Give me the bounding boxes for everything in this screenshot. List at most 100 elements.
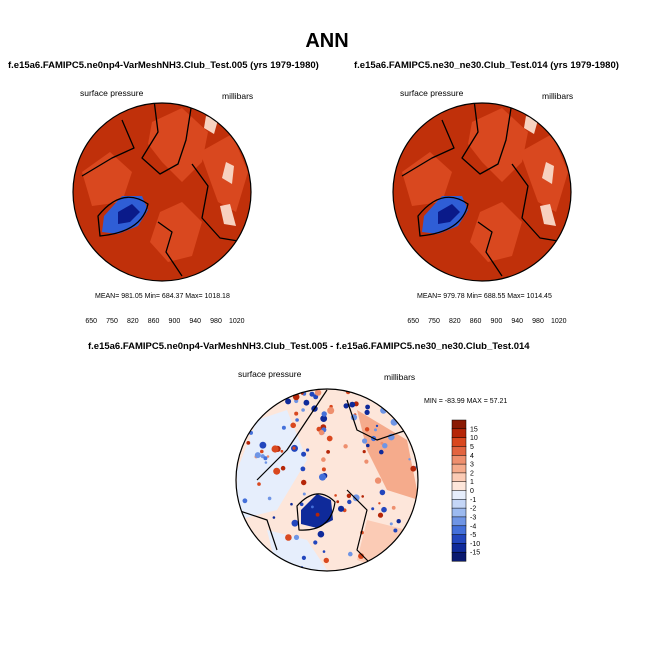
diff-field-patch	[357, 520, 407, 570]
map-field-patch	[402, 152, 452, 206]
colorbar-tick-label: 2	[470, 470, 474, 477]
colorbar-swatch	[451, 490, 467, 500]
diff-speckle	[327, 407, 335, 415]
map-field-patch	[220, 204, 236, 226]
colorbar-tick-label: 10	[470, 435, 478, 442]
diff-speckle	[320, 415, 328, 422]
diff-speckle	[314, 389, 322, 396]
diff-speckle	[311, 505, 314, 509]
panel3-stats: MIN = -83.99 MAX = 57.21	[424, 398, 508, 405]
diff-speckle	[374, 477, 382, 484]
diff-speckle	[336, 500, 340, 504]
map-border	[392, 102, 572, 282]
coastline	[346, 399, 408, 441]
diff-speckle	[382, 443, 388, 449]
map-field-patch	[150, 202, 202, 262]
map-field-patch	[470, 202, 522, 262]
diff-speckle	[313, 540, 318, 545]
page-title: ANN	[305, 30, 349, 52]
diff-speckle	[364, 459, 369, 464]
panel1-title: f.e15a6.FAMIPC5.ne0np4-VarMeshNH3.Club_T…	[8, 60, 319, 71]
colorbar-swatch	[451, 463, 467, 474]
colorbar-tick-label: -10	[470, 541, 480, 548]
diff-speckle	[321, 457, 326, 462]
diff-speckle	[366, 443, 370, 448]
coastline	[236, 509, 278, 551]
colorbar-tick-label: 860	[148, 318, 160, 325]
panel2-units: millibars	[542, 91, 574, 101]
polar-map-2	[392, 102, 572, 282]
diff-speckle	[294, 411, 299, 416]
diff-speckle	[301, 451, 307, 457]
diff-speckle	[285, 534, 292, 541]
colorbar-tick-label: 1	[470, 479, 474, 486]
colorbar-tick-label: 900	[169, 318, 181, 325]
diff-speckle	[362, 438, 368, 444]
diff-speckle	[375, 424, 379, 428]
panel3-variable: surface pressure	[238, 369, 302, 379]
diff-speckle	[272, 516, 276, 519]
colorbar-swatch	[451, 419, 467, 430]
diff-speckle	[271, 445, 279, 453]
greenland-coastline	[417, 196, 469, 237]
colorbar-tick-label: 0	[470, 488, 474, 495]
map-ocean-field	[73, 103, 251, 281]
diff-speckle	[334, 494, 337, 497]
diff-speckle	[273, 467, 281, 475]
greenland-coastline	[296, 493, 336, 531]
coastline	[256, 389, 328, 481]
diff-speckle	[291, 519, 299, 527]
diff-speckle	[267, 496, 272, 501]
diff-speckle	[408, 458, 411, 461]
map-ocean-field	[393, 103, 571, 281]
diff-speckle	[306, 448, 310, 452]
map-field-patch	[540, 204, 556, 226]
map-field-patch	[468, 108, 528, 182]
diff-speckle	[389, 522, 393, 526]
diff-speckle	[348, 551, 353, 557]
colorbar-tick-label: -3	[470, 514, 476, 521]
diff-speckle	[321, 467, 326, 472]
diff-speckle	[371, 507, 375, 511]
diff-speckle	[379, 449, 384, 455]
colorbar-swatch	[451, 481, 467, 492]
map-field	[73, 103, 251, 281]
colorbar-tick-label: 820	[449, 318, 461, 325]
coastline	[401, 119, 455, 177]
diff-speckle	[338, 505, 345, 512]
colorbar-swatch	[451, 472, 467, 483]
map-field-patch	[82, 152, 132, 206]
diff-speckle	[361, 495, 365, 498]
diff-speckle	[242, 498, 248, 504]
colorbar-swatch	[451, 437, 467, 447]
diff-speckle	[301, 555, 306, 561]
colorbar-1: 650 750 820 860 900 940 980 1020	[85, 318, 244, 325]
colorbar-tick-label: -5	[470, 532, 476, 539]
diff-speckle	[299, 502, 304, 507]
diff-speckle	[281, 425, 286, 430]
colorbar-swatch	[451, 525, 467, 536]
diff-greenland-blob	[301, 494, 333, 528]
greenland-low-core	[438, 204, 460, 224]
colorbar-tick-label: 750	[106, 318, 118, 325]
diff-speckle	[309, 391, 315, 397]
diff-speckle	[362, 450, 366, 454]
diff-speckle	[391, 505, 396, 510]
polar-map-1	[72, 102, 252, 282]
diff-speckle	[301, 479, 307, 486]
colorbar-tick-label: 3	[470, 462, 474, 469]
diff-speckle	[410, 465, 417, 472]
panel3-units: millibars	[384, 372, 416, 382]
colorbar-swatch	[451, 551, 467, 562]
diff-speckle	[280, 465, 286, 471]
diff-speckle	[315, 512, 320, 517]
colorbar-swatch	[451, 543, 467, 553]
panel2-title: f.e15a6.FAMIPC5.ne30_ne30.Club_Test.014 …	[354, 60, 619, 71]
diff-speckle	[292, 446, 296, 450]
diff-speckle	[319, 473, 326, 481]
diff-speckle	[326, 435, 333, 442]
greenland-coastline	[97, 196, 149, 237]
diff-speckle	[396, 519, 401, 524]
diff-speckle	[259, 441, 267, 449]
